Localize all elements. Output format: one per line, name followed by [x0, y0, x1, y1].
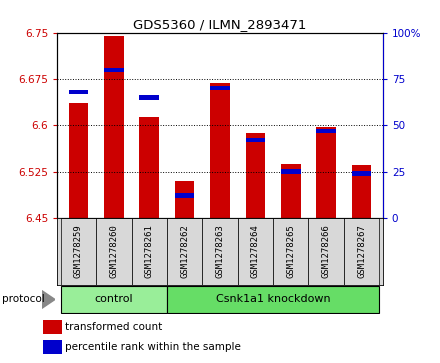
Bar [61, 218, 96, 285]
Bar [238, 218, 273, 285]
Text: GSM1278266: GSM1278266 [322, 224, 331, 278]
Text: GSM1278259: GSM1278259 [74, 224, 83, 278]
Bar [139, 117, 159, 218]
Bar [139, 95, 159, 99]
Text: GSM1278260: GSM1278260 [109, 224, 118, 278]
Text: percentile rank within the sample: percentile rank within the sample [65, 342, 241, 351]
Bar [316, 129, 336, 133]
Bar [246, 133, 265, 218]
Text: GSM1278262: GSM1278262 [180, 224, 189, 278]
Bar [281, 164, 301, 218]
Bar [316, 127, 336, 218]
Bar [273, 218, 308, 285]
Bar [175, 181, 194, 218]
Text: GSM1278261: GSM1278261 [145, 224, 154, 278]
Text: GSM1278267: GSM1278267 [357, 224, 366, 278]
Bar [104, 36, 124, 218]
Bar [132, 218, 167, 285]
Bar [210, 86, 230, 90]
Bar [352, 171, 371, 176]
Bar [61, 286, 167, 313]
Text: control: control [95, 294, 133, 304]
Bar [69, 90, 88, 94]
Text: GSM1278263: GSM1278263 [216, 224, 224, 278]
Title: GDS5360 / ILMN_2893471: GDS5360 / ILMN_2893471 [133, 19, 307, 32]
Text: GSM1278265: GSM1278265 [286, 224, 295, 278]
Text: protocol: protocol [2, 294, 45, 305]
Polygon shape [42, 290, 55, 308]
Bar [210, 83, 230, 218]
Bar [96, 218, 132, 285]
Bar [167, 218, 202, 285]
Bar [43, 320, 62, 334]
Text: Csnk1a1 knockdown: Csnk1a1 knockdown [216, 294, 330, 304]
Text: GSM1278264: GSM1278264 [251, 224, 260, 278]
Bar [104, 68, 124, 72]
Bar [167, 286, 379, 313]
Bar [43, 340, 62, 354]
Bar [281, 170, 301, 174]
Bar [352, 165, 371, 218]
Text: transformed count: transformed count [65, 322, 162, 331]
Bar [308, 218, 344, 285]
Bar [202, 218, 238, 285]
Bar [175, 193, 194, 198]
Bar [246, 138, 265, 142]
Bar [69, 103, 88, 218]
Bar [344, 218, 379, 285]
